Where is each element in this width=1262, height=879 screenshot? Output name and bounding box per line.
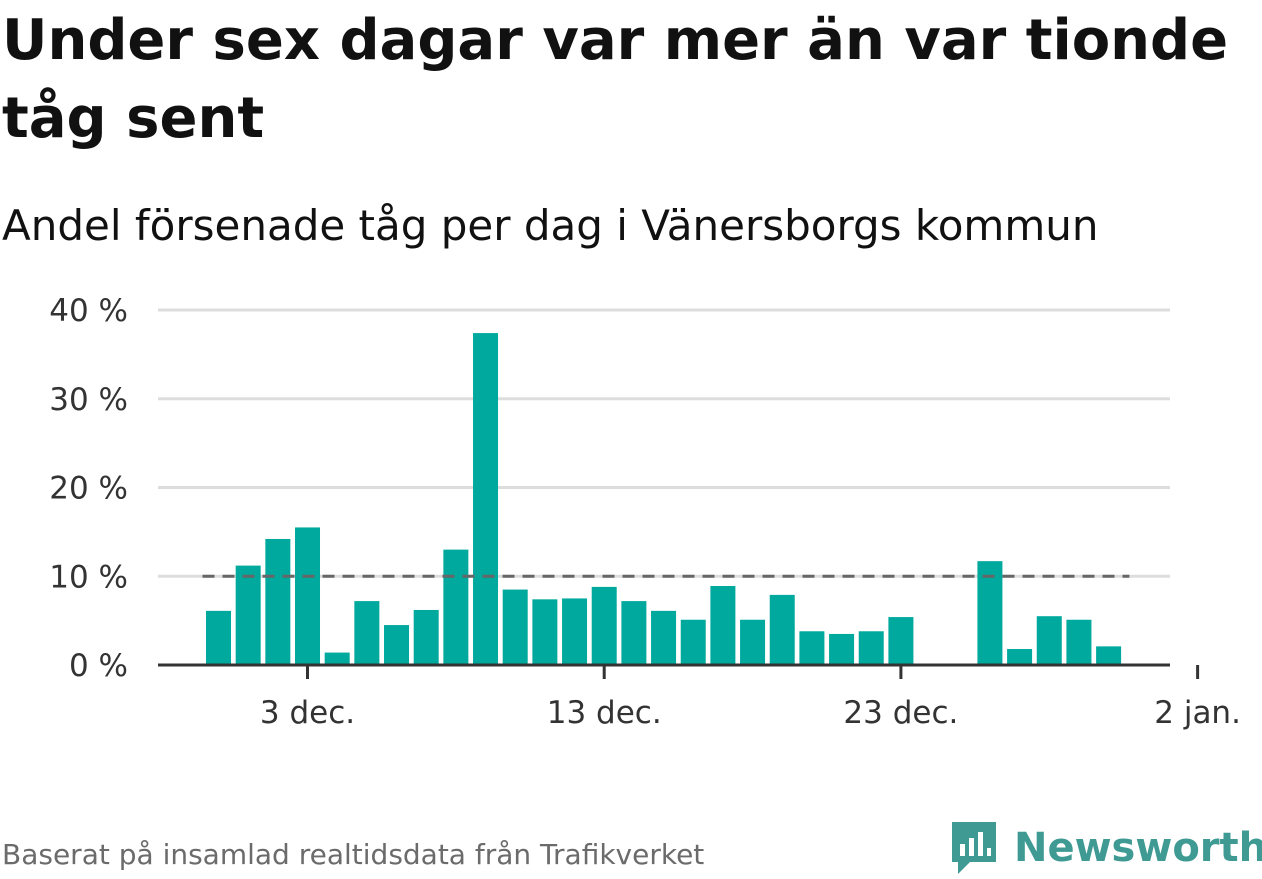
- bar: [799, 631, 825, 665]
- axes: 0 % 10 % 20 % 30 % 40 % 3 dec. 13 dec. 23 dec. 2…: [49, 293, 1241, 731]
- bar: [680, 619, 706, 665]
- bar: [621, 601, 647, 665]
- bar: [324, 652, 350, 665]
- bars: [206, 333, 1122, 665]
- chart-title: Under sex dagar var mer än var tionde tå…: [2, 8, 1229, 151]
- x-tick-label: 3 dec.: [260, 695, 355, 731]
- bar: [651, 610, 677, 665]
- bar-chart: 0 % 10 % 20 % 30 % 40 % 3 dec. 13 dec. 23 dec. 2…: [49, 293, 1241, 731]
- bar: [888, 617, 914, 665]
- x-tick-label: 2 jan.: [1154, 695, 1241, 731]
- bar: [740, 619, 766, 665]
- bar: [295, 527, 321, 665]
- bar: [591, 586, 617, 665]
- bar: [1096, 646, 1122, 665]
- x-tick-label: 23 dec.: [843, 695, 958, 731]
- bar: [413, 609, 439, 665]
- bar: [562, 598, 588, 665]
- bar: [354, 601, 380, 665]
- bar: [769, 594, 795, 665]
- newsworthy-logo-icon: [952, 822, 996, 874]
- bar: [1007, 649, 1033, 665]
- chart-subtitle: Andel försenade tåg per dag i Vänersborg…: [2, 201, 1099, 250]
- bar: [502, 589, 528, 665]
- bar: [1036, 616, 1062, 665]
- bar: [710, 586, 736, 665]
- bar: [532, 599, 558, 665]
- bar: [206, 610, 231, 665]
- bar: [977, 561, 1003, 665]
- bar: [235, 565, 261, 665]
- bar: [858, 631, 884, 665]
- bar: [443, 549, 469, 665]
- y-tick-label: 0 %: [69, 648, 128, 684]
- source-note: Baserat på insamlad realtidsdata från Tr…: [2, 838, 705, 871]
- y-tick-label: 30 %: [49, 382, 128, 418]
- bar: [1066, 619, 1092, 665]
- y-tick-label: 20 %: [49, 471, 128, 507]
- y-tick-label: 40 %: [49, 293, 128, 329]
- bar: [265, 538, 291, 665]
- x-tick-label: 13 dec.: [547, 695, 662, 731]
- newsworthy-logo[interactable]: Newsworthy: [948, 818, 1262, 878]
- bar: [384, 625, 410, 665]
- bar: [473, 333, 499, 665]
- bar: [829, 633, 855, 665]
- y-tick-label: 10 %: [49, 559, 128, 595]
- logo-text: Newsworthy: [1014, 825, 1262, 871]
